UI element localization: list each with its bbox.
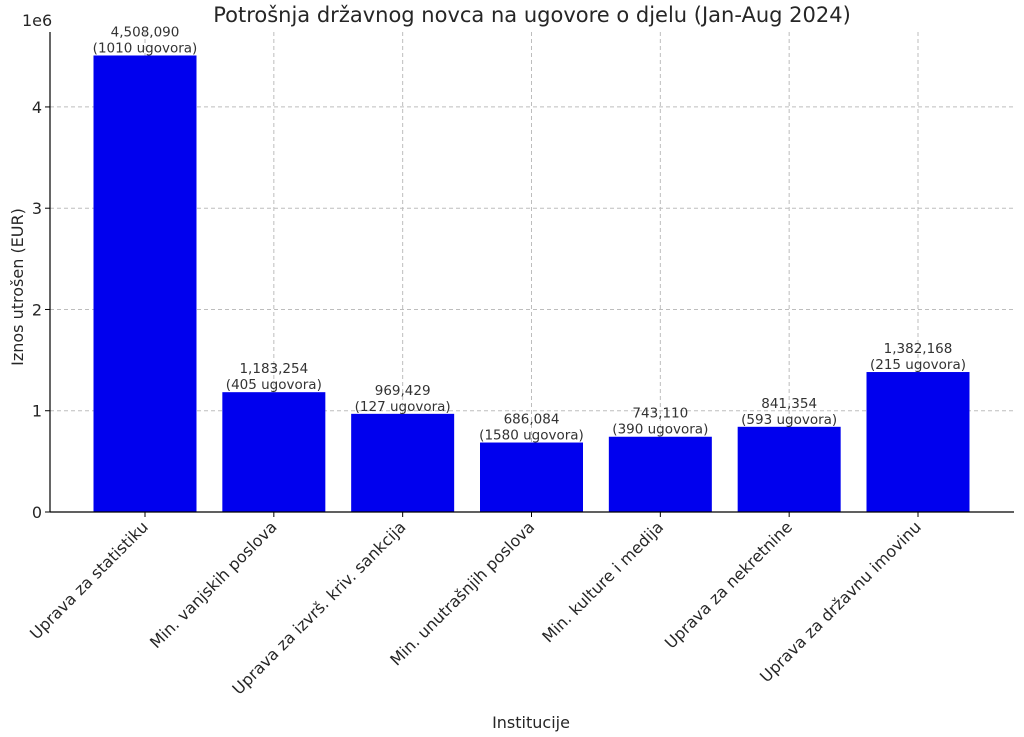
bar-value-label: 969,429 bbox=[375, 383, 431, 399]
y-tick-label: 1 bbox=[32, 402, 42, 421]
bar-contract-count-label: (390 ugovora) bbox=[612, 422, 708, 438]
y-scale-label: 1e6 bbox=[22, 11, 52, 30]
bar bbox=[351, 413, 455, 512]
bar bbox=[737, 426, 841, 512]
bars bbox=[93, 55, 970, 512]
bar-value-label: 686,084 bbox=[504, 412, 560, 428]
x-tick-label: Min. vanjskih poslova bbox=[146, 517, 281, 652]
bar bbox=[222, 392, 326, 512]
bar-contract-count-label: (127 ugovora) bbox=[355, 399, 451, 415]
bar-value-label: 1,382,168 bbox=[884, 341, 953, 357]
bar-contract-count-label: (1580 ugovora) bbox=[479, 428, 584, 444]
bar-value-label: 4,508,090 bbox=[111, 24, 180, 40]
bar bbox=[608, 436, 712, 512]
y-tick-label: 3 bbox=[32, 199, 42, 218]
x-axis-label: Institucije bbox=[492, 713, 570, 732]
bar-value-label: 743,110 bbox=[632, 406, 688, 422]
y-axis-label: Iznos utrošen (EUR) bbox=[8, 208, 27, 366]
bar-contract-count-label: (215 ugovora) bbox=[870, 357, 966, 373]
y-tick-label: 0 bbox=[32, 503, 42, 522]
chart-title: Potrošnja državnog novca na ugovore o dj… bbox=[213, 3, 851, 27]
bar-contract-count-label: (593 ugovora) bbox=[741, 412, 837, 428]
x-tick-label: Min. kulture i medija bbox=[538, 517, 667, 646]
data-labels: 4,508,090(1010 ugovora) 1,183,254(405 ugo… bbox=[93, 24, 966, 443]
bar-contract-count-label: (1010 ugovora) bbox=[93, 40, 198, 56]
grid-lines bbox=[50, 32, 1014, 512]
bar-contract-count-label: (405 ugovora) bbox=[226, 377, 322, 393]
y-tick-label: 2 bbox=[32, 300, 42, 319]
x-tick-label: Uprava za nekretnine bbox=[661, 517, 796, 652]
x-tick-label: Uprava za statistiku bbox=[26, 517, 152, 643]
y-axis-ticks: 0 1 2 3 4 bbox=[32, 98, 50, 522]
bar bbox=[93, 55, 197, 512]
bar-value-label: 841,354 bbox=[761, 396, 817, 412]
x-tick-label: Min. unutrašnjih poslova bbox=[386, 517, 538, 669]
bar bbox=[866, 372, 970, 512]
bar bbox=[480, 442, 583, 512]
y-tick-label: 4 bbox=[32, 98, 42, 117]
bar-value-label: 1,183,254 bbox=[239, 361, 308, 377]
